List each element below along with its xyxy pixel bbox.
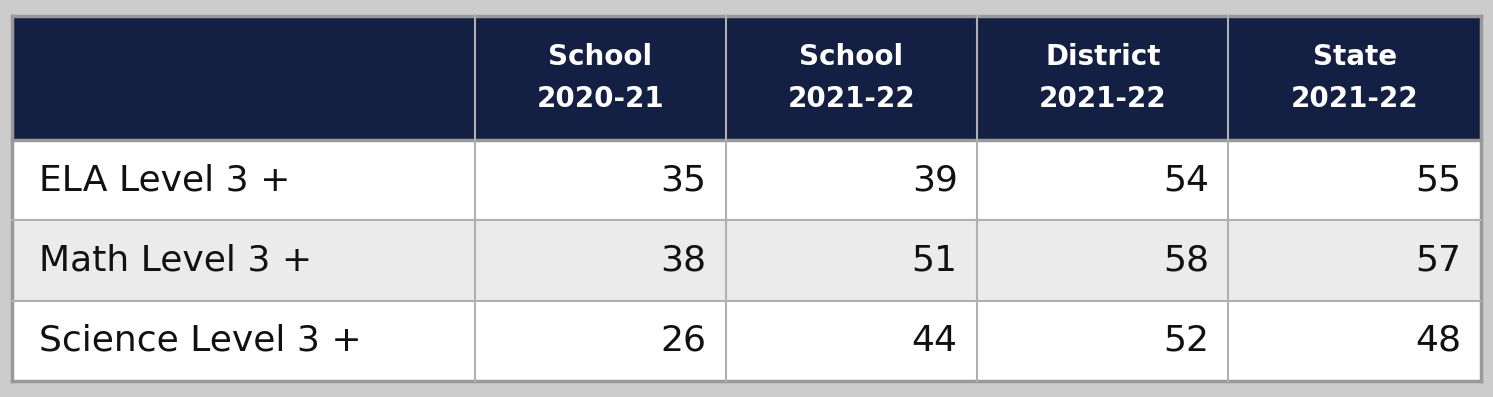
Bar <box>12 301 475 381</box>
Text: 58: 58 <box>1163 244 1209 278</box>
Bar <box>976 220 1229 301</box>
Text: 35: 35 <box>660 163 706 197</box>
Text: 57: 57 <box>1415 244 1462 278</box>
Bar <box>475 16 726 140</box>
Bar <box>1229 140 1481 220</box>
Text: District
2021-22: District 2021-22 <box>1039 43 1166 113</box>
Bar <box>12 140 475 220</box>
Text: Math Level 3 +: Math Level 3 + <box>39 244 312 278</box>
Text: 26: 26 <box>660 324 706 358</box>
Text: Science Level 3 +: Science Level 3 + <box>39 324 361 358</box>
Bar <box>12 220 475 301</box>
Bar <box>726 140 976 220</box>
Text: State
2021-22: State 2021-22 <box>1291 43 1418 113</box>
Text: 52: 52 <box>1163 324 1209 358</box>
Bar <box>726 301 976 381</box>
Text: 38: 38 <box>660 244 706 278</box>
Bar <box>475 140 726 220</box>
Text: 54: 54 <box>1163 163 1209 197</box>
Bar <box>1229 220 1481 301</box>
Bar <box>12 16 475 140</box>
Bar <box>726 16 976 140</box>
Text: 51: 51 <box>912 244 957 278</box>
Bar <box>976 16 1229 140</box>
Text: 44: 44 <box>912 324 957 358</box>
Text: 55: 55 <box>1415 163 1462 197</box>
Bar <box>976 301 1229 381</box>
Text: 39: 39 <box>912 163 957 197</box>
Bar <box>475 220 726 301</box>
Text: 48: 48 <box>1415 324 1462 358</box>
Text: School
2020-21: School 2020-21 <box>536 43 664 113</box>
Bar <box>475 301 726 381</box>
Bar <box>1229 16 1481 140</box>
Text: School
2021-22: School 2021-22 <box>788 43 915 113</box>
Text: ELA Level 3 +: ELA Level 3 + <box>39 163 290 197</box>
Bar <box>976 140 1229 220</box>
Bar <box>1229 301 1481 381</box>
Bar <box>726 220 976 301</box>
